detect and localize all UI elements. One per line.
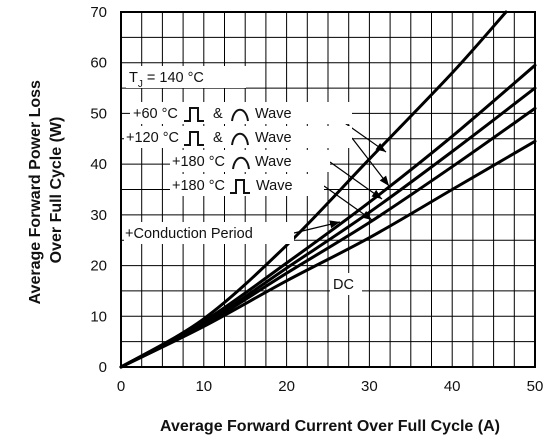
label-180c-sine-temp: +180 °C <box>172 154 225 170</box>
label-120c: +120 °C & Wave <box>124 126 352 148</box>
sine-wave-icon <box>232 156 250 170</box>
conduction-period-label: +Conduction Period <box>124 222 294 244</box>
arrow-180c-sine <box>329 161 383 200</box>
x-tick-label: 30 <box>361 378 378 395</box>
y-axis-title-line1: Average Forward Power Loss <box>27 80 44 304</box>
arrow-120c <box>351 137 390 187</box>
series-line-1 <box>119 10 508 369</box>
y-tick-label: 0 <box>99 359 107 376</box>
arrow-60c-head <box>375 143 386 152</box>
arrow-180c-square-head <box>361 211 372 220</box>
tj-prefix: T <box>129 70 138 86</box>
label-60c-wave: Wave <box>255 106 292 122</box>
tj-subscript: J <box>138 79 143 90</box>
sine-wave-icon <box>231 132 249 146</box>
arrow-180c-sine-head <box>371 189 382 199</box>
sine-wave-icon <box>231 108 249 122</box>
y-tick-label: 70 <box>90 4 107 21</box>
label-120c-wave: Wave <box>255 130 292 146</box>
x-tick-label: 0 <box>117 378 125 395</box>
svg-text:TJ = 140 °C: TJ = 140 °C <box>129 70 204 90</box>
y-tick-label: 50 <box>90 105 107 122</box>
label-180c-sine-wave: Wave <box>255 154 292 170</box>
dc-label: DC <box>330 273 362 295</box>
label-180c-sine: +180 °C Wave <box>170 150 330 172</box>
y-tick-labels: 0 10 20 30 40 50 60 70 <box>90 4 107 376</box>
x-tick-label: 50 <box>527 378 544 395</box>
callout-arrows <box>293 113 390 234</box>
arrow-conduction-head <box>329 220 340 229</box>
label-180c-square: +180 °C Wave <box>170 174 324 196</box>
y-tick-label: 20 <box>90 258 107 275</box>
tj-value: = 140 °C <box>143 70 204 86</box>
x-tick-labels: 0 10 20 30 40 50 <box>117 378 544 395</box>
y-axis-title: Average Forward Power Loss Over Full Cyc… <box>27 76 65 305</box>
label-180c-square-temp: +180 °C <box>172 178 225 194</box>
y-axis-title-line2: Over Full Cycle (W) <box>48 117 65 264</box>
label-180c-square-wave: Wave <box>256 178 293 194</box>
label-120c-temp: +120 °C <box>126 130 179 146</box>
y-tick-label: 60 <box>90 55 107 72</box>
series-lines <box>119 10 537 369</box>
series-line-5 <box>119 139 537 369</box>
x-tick-label: 40 <box>444 378 461 395</box>
x-tick-label: 10 <box>195 378 212 395</box>
label-120c-amp: & <box>213 130 223 146</box>
series-line-2 <box>119 63 537 369</box>
arrow-120c-head <box>379 175 389 186</box>
square-wave-icon <box>184 107 204 122</box>
square-wave-icon <box>184 131 204 146</box>
label-60c-amp: & <box>213 106 223 122</box>
y-tick-label: 40 <box>90 156 107 173</box>
square-wave-icon <box>230 179 250 194</box>
label-60c: +60 °C & Wave <box>130 102 352 124</box>
x-axis-title: Average Forward Current Over Full Cycle … <box>160 418 500 435</box>
y-tick-label: 30 <box>90 207 107 224</box>
svg-text:+Conduction Period: +Conduction Period <box>125 226 253 242</box>
tj-annotation: TJ = 140 °C <box>126 66 246 90</box>
y-tick-label: 10 <box>90 308 107 325</box>
svg-text:DC: DC <box>333 277 354 293</box>
label-60c-temp: +60 °C <box>133 106 178 122</box>
x-tick-label: 20 <box>278 378 295 395</box>
plot-frame <box>120 11 536 368</box>
